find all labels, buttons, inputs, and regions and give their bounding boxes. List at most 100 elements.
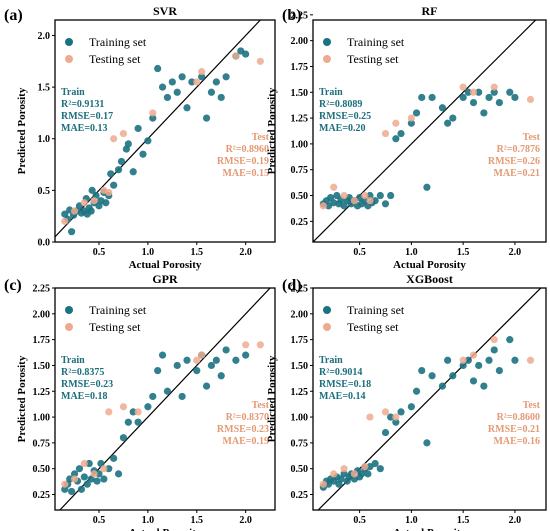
testing-point	[232, 52, 240, 60]
y-tick-label: 2.00	[291, 309, 309, 320]
y-tick-label: 1.75	[291, 62, 309, 73]
testing-point	[330, 183, 338, 191]
training-point	[475, 361, 483, 370]
training-point	[163, 93, 172, 102]
y-tick-label: 1.00	[291, 139, 309, 150]
testing-point	[490, 83, 498, 91]
testing-point	[361, 191, 369, 200]
training-point	[198, 73, 206, 81]
y-tick-label: 1.25	[33, 387, 51, 398]
testing-point	[149, 109, 157, 117]
legend-training-marker	[65, 38, 73, 46]
legend-training-marker	[65, 306, 73, 314]
training-point	[173, 361, 181, 370]
y-tick-label: 1.75	[291, 335, 309, 346]
test-stat: MAE=0.16	[493, 436, 540, 447]
y-tick-label: 1.50	[291, 361, 309, 372]
training-point	[193, 367, 201, 375]
training-point	[242, 351, 250, 359]
training-point	[114, 470, 123, 478]
training-point	[324, 202, 333, 210]
training-point	[222, 346, 230, 354]
train-stat: Train	[319, 355, 343, 366]
training-point	[68, 228, 76, 236]
testing-point	[350, 470, 359, 478]
training-point	[124, 140, 132, 148]
train-stat: R²=0.8375	[61, 367, 104, 378]
testing-point	[330, 470, 338, 478]
training-point	[511, 93, 519, 102]
legend-testing-marker	[323, 323, 331, 331]
testing-point	[198, 351, 206, 359]
testing-point	[526, 356, 535, 364]
training-point	[397, 129, 405, 138]
plot-frame	[54, 19, 276, 243]
training-point	[407, 403, 415, 411]
training-point	[107, 170, 115, 178]
test-stat: Test	[523, 132, 541, 143]
training-point	[173, 88, 181, 96]
legend-testing-label: Testing set	[347, 52, 399, 66]
test-stat: RMSE=0.19	[217, 156, 269, 167]
testing-point	[90, 470, 98, 478]
y-tick-label: 0.0	[38, 238, 51, 249]
testing-point	[110, 135, 118, 143]
training-point	[144, 403, 152, 411]
training-point	[212, 78, 220, 86]
training-point	[381, 200, 390, 208]
plot-frame	[312, 19, 547, 243]
training-point	[178, 392, 186, 401]
train-stat: MAE=0.20	[319, 123, 366, 134]
y-axis-label: Predicted Porosity	[266, 355, 278, 442]
training-point	[83, 480, 91, 488]
testing-point	[407, 114, 415, 122]
training-point	[70, 470, 79, 478]
training-point	[212, 356, 220, 364]
testing-point	[392, 413, 400, 421]
training-point	[438, 104, 447, 112]
y-tick-label: 1.00	[291, 413, 309, 424]
training-point	[371, 197, 379, 205]
testing-point	[80, 459, 88, 468]
testing-point	[319, 480, 327, 488]
training-point	[222, 73, 230, 81]
legend-training-label: Training set	[347, 35, 405, 49]
testing-point	[256, 57, 264, 65]
training-point	[340, 202, 348, 210]
training-point	[242, 50, 250, 58]
train-stat: MAE=0.14	[319, 391, 366, 402]
testing-point	[469, 351, 478, 359]
training-point	[480, 109, 488, 117]
testing-point	[90, 197, 98, 205]
test-stat: R²=0.7876	[497, 144, 540, 155]
x-tick-label: 1.5	[457, 247, 470, 258]
legend-testing-marker	[65, 55, 73, 63]
y-tick-label: 2.25	[291, 10, 309, 21]
legend-training-label: Training set	[89, 35, 147, 49]
training-point	[327, 194, 335, 202]
training-point	[149, 392, 157, 401]
x-tick-label: 0.5	[353, 515, 366, 526]
y-tick-label: 0.50	[33, 464, 51, 475]
y-tick-label: 0.75	[291, 438, 309, 449]
test-stat: Test	[252, 400, 270, 411]
training-point	[358, 470, 366, 478]
test-stat: RMSE=0.23	[217, 424, 269, 435]
training-point	[340, 470, 348, 478]
training-point	[110, 181, 118, 189]
training-point	[444, 119, 452, 127]
testing-point	[340, 191, 348, 200]
testing-point	[80, 199, 88, 207]
y-tick-label: 2.0	[38, 31, 51, 42]
training-point	[183, 356, 191, 364]
training-point	[459, 93, 467, 102]
testing-point	[105, 408, 113, 416]
training-point	[490, 88, 498, 96]
testing-point	[381, 129, 390, 138]
testing-point	[193, 356, 201, 364]
training-point	[381, 428, 390, 437]
training-point	[154, 367, 162, 375]
training-point	[119, 434, 128, 442]
test-stat: RMSE=0.21	[488, 424, 540, 435]
